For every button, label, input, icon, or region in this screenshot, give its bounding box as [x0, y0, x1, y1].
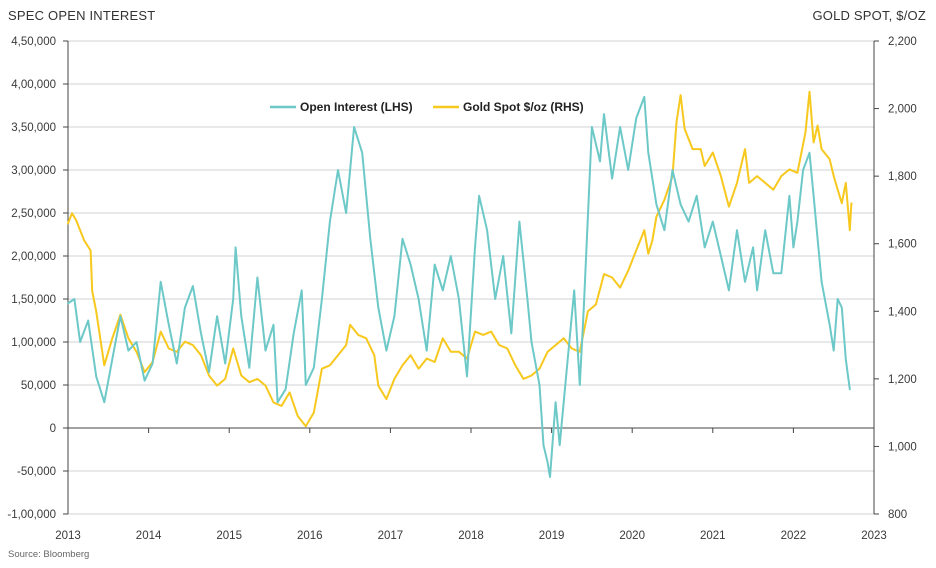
right-axis-title: GOLD SPOT, $/OZ: [812, 8, 926, 23]
y-right-tick-label: 1,800: [888, 171, 917, 183]
series-lines: [67, 90, 853, 478]
y-left-tick-label: 0: [50, 423, 56, 435]
y-left-tick-label: 3,00,000: [11, 165, 56, 177]
left-axis-title: SPEC OPEN INTEREST: [8, 8, 156, 23]
x-tick-label: 2019: [539, 530, 565, 542]
y-left-tick-label: 1,50,000: [11, 294, 56, 306]
y-right-tick-label: 2,000: [888, 104, 917, 116]
y-right-tick-label: 1,400: [888, 306, 917, 318]
legend-gold-spot-label: Gold Spot $/oz (RHS): [463, 100, 584, 114]
x-tick-label: 2016: [297, 530, 323, 542]
x-tick-label: 2015: [216, 530, 242, 542]
x-tick-label: 2018: [458, 530, 484, 542]
legend-open-interest-label: Open Interest (LHS): [300, 100, 413, 114]
y-left-tick-label: 1,00,000: [11, 337, 56, 349]
y-right-tick-label: 1,600: [888, 239, 917, 251]
y-left-tick-label: 2,50,000: [11, 208, 56, 220]
x-tick-label: 2023: [861, 530, 887, 542]
x-tick-label: 2014: [136, 530, 162, 542]
source-note: Source: Bloomberg: [8, 549, 90, 560]
y-right-tick-label: 1,200: [888, 374, 917, 386]
gold-spot-line: [67, 90, 853, 428]
legend: Open Interest (LHS) Gold Spot $/oz (RHS): [270, 100, 584, 114]
y-right-tick-label: 800: [888, 509, 907, 521]
y-left-tick-label: 50,000: [21, 380, 56, 392]
x-tick-label: 2021: [700, 530, 726, 542]
x-tick-label: 2020: [619, 530, 645, 542]
y-left-tick-label: 4,50,000: [11, 36, 56, 48]
x-tick-label: 2022: [781, 530, 807, 542]
y-left-tick-label: -50,000: [17, 466, 56, 478]
y-right-tick-label: 1,000: [888, 441, 917, 453]
y-left-tick-label: 4,00,000: [11, 79, 56, 91]
x-tick-label: 2013: [55, 530, 81, 542]
y-right-tick-label: 2,200: [888, 36, 917, 48]
y-left-tick-label: -1,00,000: [7, 509, 56, 521]
y-left-tick-label: 3,50,000: [11, 122, 56, 134]
open-interest-line: [67, 95, 851, 478]
axes: -1,00,000 -50,000 0 50,000 1,00,000 1,50,000 2…: [7, 36, 916, 542]
x-tick-label: 2017: [378, 530, 404, 542]
y-left-tick-label: 2,00,000: [11, 251, 56, 263]
